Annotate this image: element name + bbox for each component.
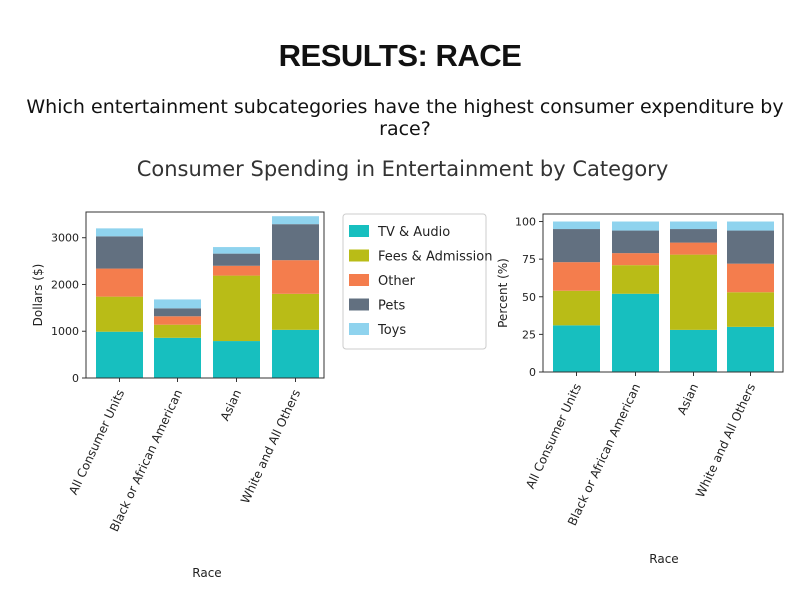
legend-swatch-fees-and-admission (349, 249, 369, 262)
bar-1-all-consumer-units-pets (553, 229, 600, 263)
bar-0-white-and-all-others-pets (272, 224, 319, 261)
bar-1-all-consumer-units-toys (553, 221, 600, 230)
dollars-chart: 0 1000 2000 3000 Dollars ($) All Consumer Uni… (31, 211, 325, 580)
legend-label-other: Other (378, 274, 416, 289)
legend: TV & Audio Fees & Admission Other Pets Toys (342, 213, 492, 350)
bar-0-asian-tv-and-audio (213, 341, 260, 378)
y-tick-label-1-100: 100 (515, 216, 536, 229)
legend-label-tv-and-audio: TV & Audio (377, 225, 450, 240)
x-tick-label-1-all-consumer-units: All Consumer Units (523, 381, 584, 491)
bar-1-black-or-african-american-tv-and-audio (612, 293, 659, 372)
y-tick-label-0-1000: 1000 (51, 325, 79, 338)
bar-0-white-and-all-others-other (272, 260, 319, 294)
legend-box (342, 213, 487, 350)
legend-swatch-other (349, 274, 369, 286)
bar-1-all-consumer-units-fees-and-admission (553, 290, 600, 326)
bar-0-asian-other (213, 265, 260, 276)
legend-swatch-toys (349, 323, 369, 335)
bar-0-all-consumer-units-fees-and-admission (96, 296, 143, 332)
bar-1-all-consumer-units-other (553, 262, 600, 291)
bar-1-black-or-african-american-toys (612, 221, 659, 231)
chart-title: Consumer Spending in Entertainment by Ca… (136, 157, 669, 181)
bar-1-white-and-all-others-other (727, 263, 774, 293)
slide-title: RESULTS: RACE (278, 38, 522, 73)
y-tick-label-0-0: 0 (72, 372, 79, 385)
y-tick-label-0-3000: 3000 (51, 232, 79, 245)
bar-1-white-and-all-others-toys (727, 221, 774, 231)
bar-0-black-or-african-american-tv-and-audio (154, 337, 201, 378)
bar-0-asian-toys (213, 247, 260, 254)
bar-1-black-or-african-american-fees-and-admission (612, 265, 659, 294)
bar-0-black-or-african-american-fees-and-admission (154, 324, 201, 338)
bar-0-black-or-african-american-pets (154, 308, 201, 317)
y-tick-label-0-2000: 2000 (51, 278, 79, 291)
bar-1-white-and-all-others-pets (727, 230, 774, 264)
bar-1-asian-tv-and-audio (670, 329, 717, 372)
bar-1-asian-pets (670, 229, 717, 243)
x-tick-label-0-white-and-all-others: White and All Others (238, 387, 303, 505)
legend-swatch-tv-and-audio (349, 225, 369, 237)
bar-0-asian-pets (213, 253, 260, 266)
y-tick-label-1-50: 50 (522, 291, 536, 304)
legend-swatch-pets (349, 298, 369, 311)
x-tick-label-1-asian: Asian (675, 381, 702, 417)
bar-0-white-and-all-others-tv-and-audio (272, 329, 319, 378)
bar-0-all-consumer-units-tv-and-audio (96, 331, 143, 378)
bar-0-black-or-african-american-other (154, 316, 201, 325)
bar-0-all-consumer-units-other (96, 268, 143, 297)
bar-1-all-consumer-units-tv-and-audio (553, 325, 600, 372)
plot-frame-1 (542, 213, 784, 373)
y-tick-label-1-25: 25 (522, 328, 536, 341)
slide-subtitle: Which entertainment subcategories have t… (26, 96, 784, 140)
y-tick-label-1-75: 75 (522, 253, 536, 266)
bar-1-white-and-all-others-fees-and-admission (727, 292, 774, 327)
bar-1-asian-other (670, 242, 717, 255)
bar-0-all-consumer-units-pets (96, 236, 143, 269)
bar-1-black-or-african-american-other (612, 253, 659, 266)
bar-0-all-consumer-units-toys (96, 228, 143, 237)
bar-1-white-and-all-others-tv-and-audio (727, 326, 774, 372)
legend-label-pets: Pets (378, 299, 405, 314)
x-axis-label-1: Race (649, 552, 678, 566)
bar-0-white-and-all-others-toys (272, 216, 319, 225)
bar-1-asian-fees-and-admission (670, 254, 717, 330)
y-axis-label-0: Dollars ($) (31, 264, 45, 327)
bar-1-asian-toys (670, 221, 717, 230)
bar-0-asian-fees-and-admission (213, 275, 260, 342)
x-tick-label-0-all-consumer-units: All Consumer Units (66, 387, 127, 497)
legend-label-toys: Toys (377, 323, 406, 338)
x-tick-label-0-asian: Asian (218, 387, 245, 423)
bar-0-white-and-all-others-fees-and-admission (272, 293, 319, 330)
bar-0-black-or-african-american-toys (154, 299, 201, 309)
y-tick-label-1-0: 0 (529, 366, 536, 379)
x-tick-label-1-white-and-all-others: White and All Others (693, 381, 758, 499)
legend-label-fees-and-admission: Fees & Admission (378, 250, 492, 265)
y-axis-label-1: Percent (%) (496, 258, 510, 328)
plot-frame-0 (85, 211, 325, 379)
x-axis-label-0: Race (192, 566, 221, 580)
bar-1-black-or-african-american-pets (612, 230, 659, 254)
